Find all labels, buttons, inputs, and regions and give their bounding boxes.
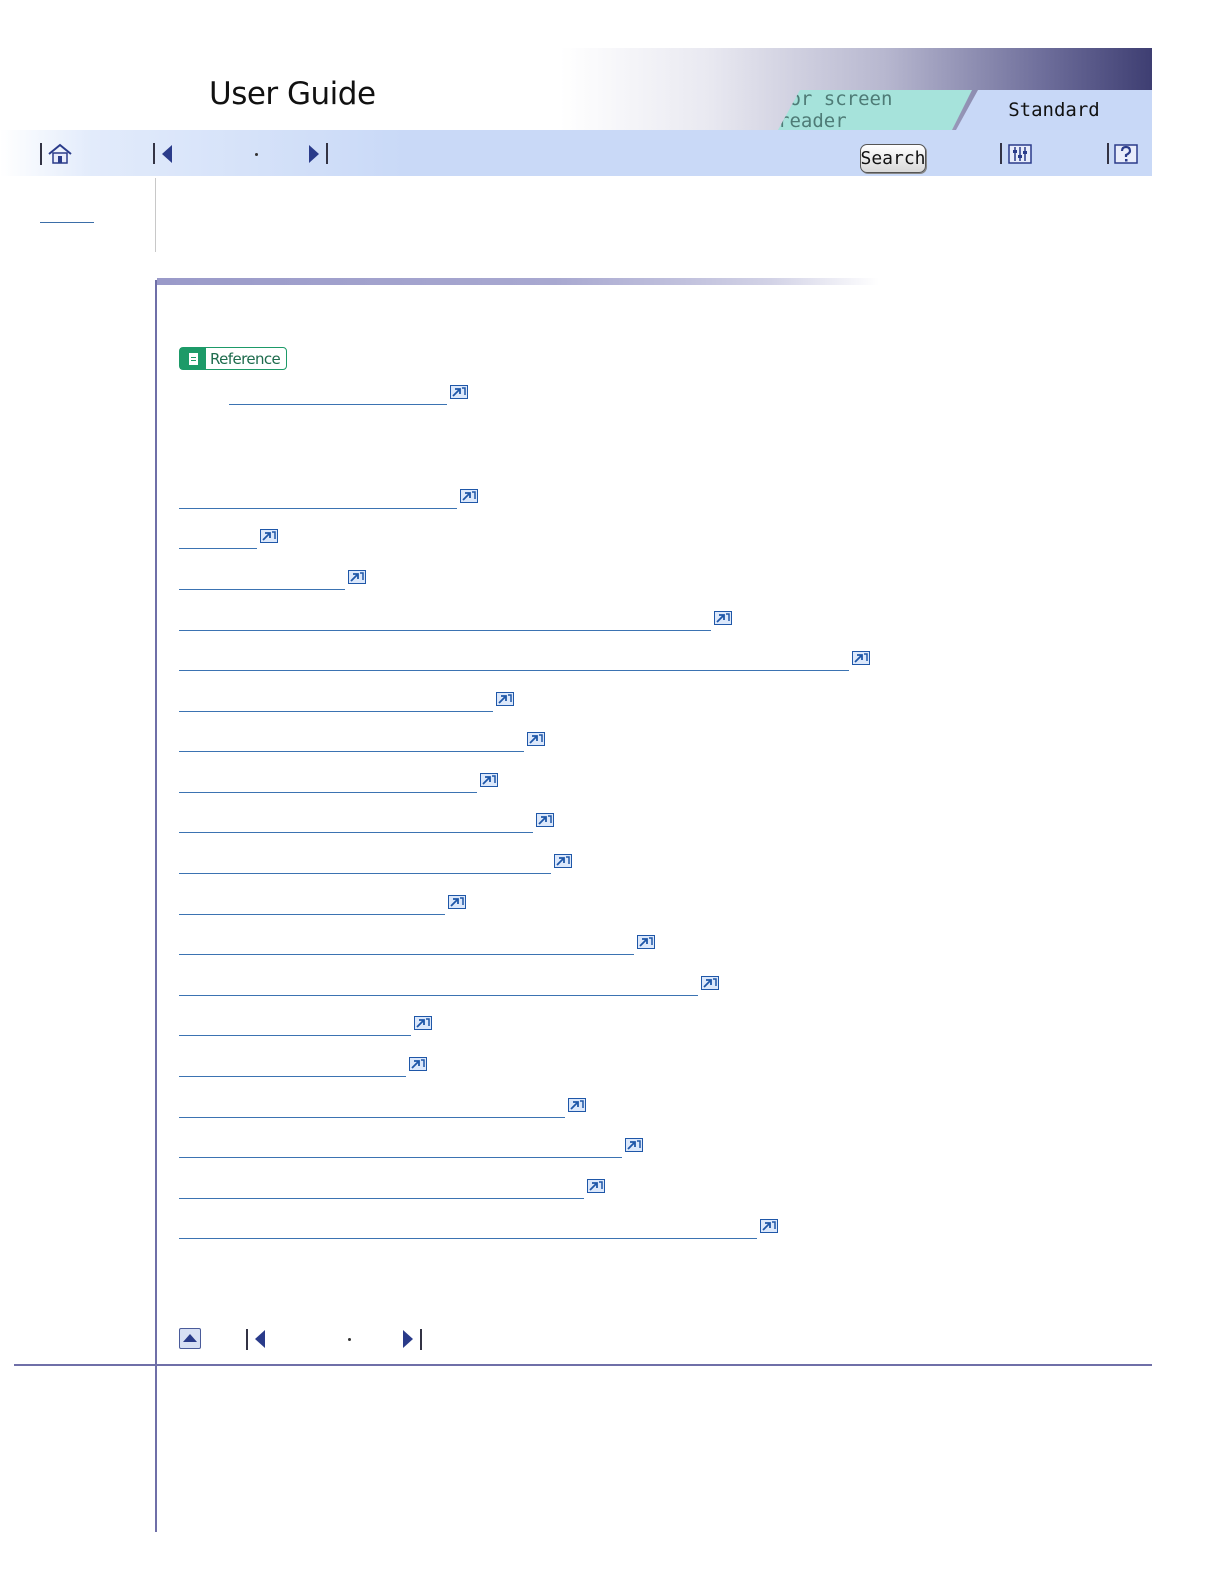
jump-link-icon[interactable] [714, 611, 732, 625]
reference-badge: Reference [179, 347, 287, 370]
bottom-rule [14, 1364, 1152, 1366]
reference-link[interactable] [179, 488, 481, 510]
link-underline [179, 1238, 757, 1239]
settings-icon[interactable] [1008, 143, 1032, 165]
separator-dot [348, 1338, 351, 1341]
link-underline [179, 548, 257, 549]
jump-link-icon[interactable] [480, 773, 498, 787]
reference-link[interactable] [179, 812, 557, 834]
reference-link[interactable] [179, 650, 873, 672]
jump-link-icon[interactable] [625, 1138, 643, 1152]
jump-link-icon[interactable] [496, 692, 514, 706]
link-underline [179, 751, 524, 752]
jump-link-icon[interactable] [568, 1098, 586, 1112]
reference-link[interactable] [179, 1218, 781, 1240]
next-icon[interactable] [400, 1328, 416, 1350]
left-nav-divider [155, 178, 156, 252]
jump-link-icon[interactable] [348, 570, 366, 584]
link-underline [179, 1076, 406, 1077]
separator [246, 1329, 248, 1350]
content-border [155, 280, 157, 1532]
jump-link-icon[interactable] [587, 1179, 605, 1193]
link-underline [179, 873, 551, 874]
jump-link-icon[interactable] [701, 976, 719, 990]
link-underline [179, 954, 634, 955]
jump-link-icon[interactable] [527, 732, 545, 746]
toolbar [0, 130, 1152, 176]
reference-link[interactable] [179, 528, 281, 550]
separator [40, 143, 42, 165]
link-underline [179, 792, 477, 793]
prev-icon[interactable] [159, 143, 175, 165]
link-underline [179, 1198, 584, 1199]
separator [420, 1329, 422, 1350]
link-underline [229, 404, 447, 405]
jump-link-icon[interactable] [448, 895, 466, 909]
jump-link-icon[interactable] [260, 529, 278, 543]
reference-link[interactable] [179, 1097, 589, 1119]
link-underline [179, 1157, 622, 1158]
link-underline [179, 995, 698, 996]
link-underline [179, 1035, 411, 1036]
jump-link-icon[interactable] [637, 935, 655, 949]
link-underline [179, 589, 345, 590]
jump-link-icon[interactable] [536, 813, 554, 827]
reference-link[interactable] [179, 610, 735, 632]
reference-link[interactable] [179, 853, 575, 875]
jump-link-icon[interactable] [852, 651, 870, 665]
tab-for-screen-reader[interactable]: For screen reader [778, 90, 972, 130]
link-underline [179, 1117, 565, 1118]
reference-link[interactable] [179, 934, 658, 956]
tab-standard[interactable]: Standard [956, 90, 1152, 130]
section-title-bar [157, 278, 879, 285]
jump-link-icon[interactable] [554, 854, 572, 868]
link-underline [179, 670, 849, 671]
up-arrow-icon [183, 1334, 197, 1342]
jump-link-icon[interactable] [460, 489, 478, 503]
separator-dot [255, 153, 258, 156]
reference-label: Reference [210, 349, 281, 368]
link-underline [179, 914, 445, 915]
reference-link[interactable] [179, 1137, 646, 1159]
reference-link[interactable] [179, 1178, 608, 1200]
jump-link-icon[interactable] [414, 1016, 432, 1030]
jump-link-icon[interactable] [450, 385, 468, 399]
reference-link[interactable] [179, 975, 722, 997]
link-underline [179, 630, 711, 631]
page-top-button[interactable] [179, 1328, 201, 1349]
search-button[interactable]: Search [860, 144, 926, 173]
reference-link[interactable] [179, 569, 369, 591]
reference-link[interactable] [179, 1056, 430, 1078]
link-underline [179, 508, 457, 509]
jump-link-icon[interactable] [409, 1057, 427, 1071]
reference-link[interactable] [179, 731, 548, 753]
next-icon[interactable] [306, 143, 322, 165]
separator [1000, 143, 1002, 164]
reference-link[interactable] [179, 894, 469, 916]
link-underline [179, 711, 493, 712]
separator [326, 143, 328, 164]
reference-link[interactable] [229, 384, 471, 406]
reference-link[interactable] [179, 1015, 435, 1037]
app-title: User Guide [209, 76, 376, 112]
home-icon[interactable] [47, 143, 73, 165]
help-icon[interactable] [1114, 143, 1138, 165]
separator [1107, 143, 1109, 164]
jump-link-icon[interactable] [760, 1219, 778, 1233]
reference-link[interactable] [179, 772, 501, 794]
note-icon [180, 348, 206, 369]
link-underline [179, 832, 533, 833]
separator [153, 143, 155, 164]
left-nav-link[interactable] [40, 222, 94, 223]
reference-link[interactable] [179, 691, 517, 713]
prev-icon[interactable] [252, 1328, 268, 1350]
